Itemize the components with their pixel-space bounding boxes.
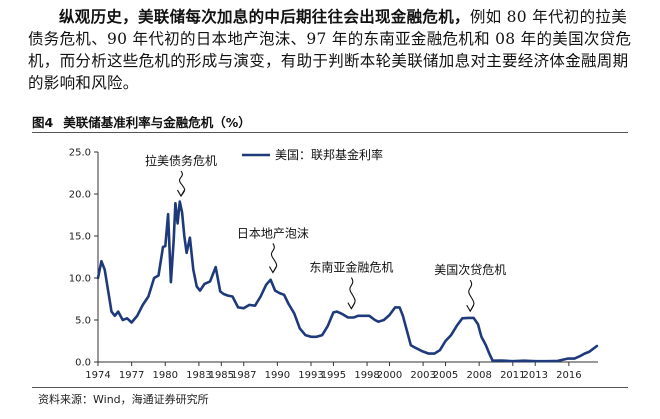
chart-series-group (96, 200, 599, 363)
annotation-label: 东南亚金融危机 (309, 260, 393, 275)
annotation-arrowhead (268, 266, 277, 274)
x-tick-label: 1987 (231, 370, 256, 381)
annotation-arrowhead (347, 302, 356, 310)
figure-source: 资料来源：Wind，海通证券研究所 (38, 393, 209, 406)
annotation-arrow-line (179, 170, 186, 197)
y-tick-label: 25.0 (69, 148, 91, 159)
x-tick-label: 1995 (321, 370, 346, 381)
figure-label: 图4 (32, 115, 54, 130)
x-tick-label: 2008 (466, 370, 491, 381)
x-tick-label: 1993 (298, 370, 323, 381)
annotation-arrowhead (466, 304, 475, 313)
x-tick-label: 2013 (522, 370, 547, 381)
y-tick-label: 0.0 (75, 358, 91, 369)
x-tick-label: 1980 (153, 370, 178, 381)
x-tick-label: 2011 (500, 370, 525, 381)
x-tick-label: 1985 (209, 370, 234, 381)
x-tick-label: 1990 (265, 370, 290, 381)
x-tick-label: 2005 (433, 370, 458, 381)
y-tick-label: 15.0 (69, 232, 91, 243)
x-tick-label: 1977 (119, 370, 144, 381)
x-tick-label: 2003 (410, 370, 435, 381)
x-tick-label: 1974 (85, 370, 110, 381)
figure-bottom-rule (32, 387, 628, 388)
intro-bold-lead: 纵观历史，美联储每次加息的中后期往往会出现金融危机， (59, 7, 470, 26)
x-tick-label: 1998 (354, 370, 379, 381)
y-tick-label: 10.0 (69, 274, 91, 285)
annotation-label: 日本地产泡沫 (237, 226, 309, 240)
intro-paragraph: 纵观历史，美联储每次加息的中后期往往会出现金融危机，例如 80 年代初的拉美债务… (28, 6, 638, 94)
x-tick-label: 2016 (556, 370, 581, 381)
figure-title-text: 美联储基准利率与金融危机（%） (63, 115, 251, 130)
annotation-label: 拉美债务危机 (145, 153, 217, 168)
legend-label: 美国：联邦基金利率 (275, 147, 383, 162)
y-tick-label: 5.0 (75, 316, 91, 327)
figure-title: 图4 美联储基准利率与金融危机（%） (32, 112, 632, 132)
series-line-fed-funds-rate (96, 200, 599, 363)
x-tick-label: 1983 (186, 370, 211, 381)
intro-body-text: 例如 80 年代初的拉美债务危机、90 年代初的日本地产泡沫、97 年的东南亚金… (28, 8, 632, 92)
chart-legend: 美国：联邦基金利率 (242, 147, 383, 162)
y-tick-label: 20.0 (69, 190, 91, 201)
figure-top-rule (32, 132, 628, 133)
annotation-label: 美国次贷危机 (434, 263, 506, 277)
annotation-arrowhead (176, 189, 185, 198)
x-tick-label: 2000 (377, 370, 402, 381)
